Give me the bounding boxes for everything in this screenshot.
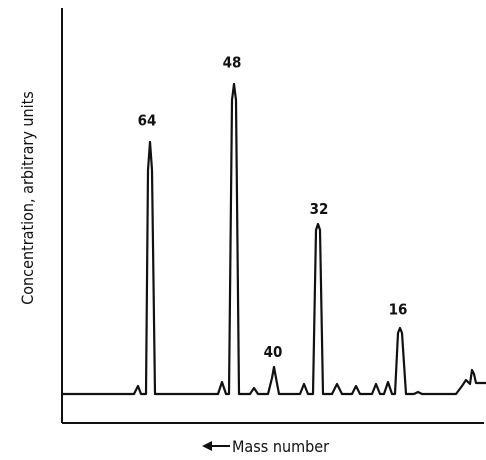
x-axis-label: Mass number [232,437,329,456]
peak-label-48: 48 [223,53,242,71]
peak-label-40: 40 [264,343,283,361]
peak-label-16: 16 [389,301,408,319]
spectrum-trace [62,82,486,396]
x-axis-label-group: Mass number [202,437,329,456]
peak-label-64: 64 [138,111,157,129]
left-arrow-icon [202,441,230,451]
peak-labels: 64 48 40 32 16 [138,53,408,361]
peak-label-32: 32 [310,200,329,218]
y-axis-label: Concentration, arbitrary units [18,91,37,305]
